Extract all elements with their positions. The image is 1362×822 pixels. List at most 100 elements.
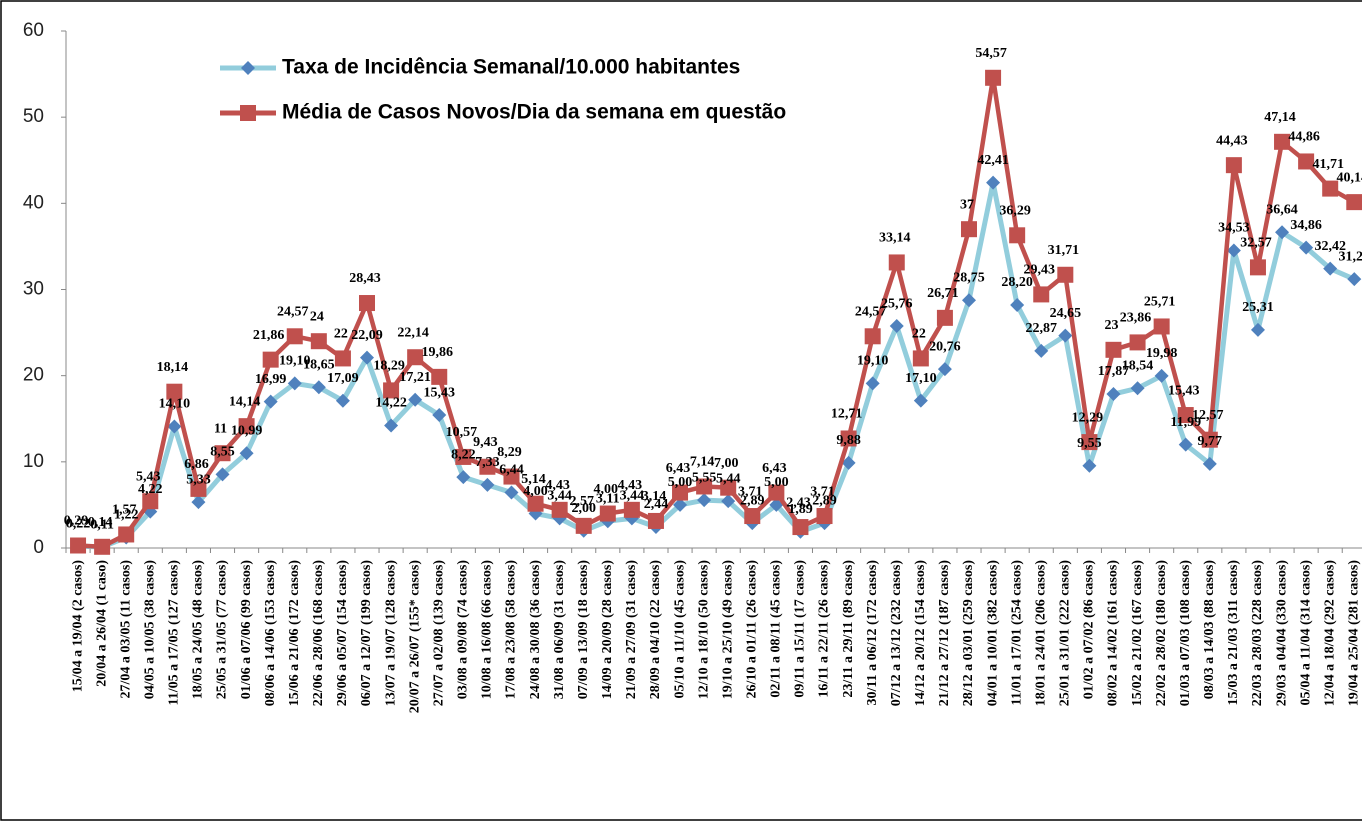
data-label: 32,42 — [1314, 239, 1346, 254]
data-label: 2,89 — [740, 493, 765, 508]
data-label: 54,57 — [975, 46, 1007, 61]
marker — [1322, 180, 1339, 197]
data-label: 34,86 — [1290, 218, 1322, 233]
data-label: 4,43 — [545, 478, 570, 493]
data-label: 3,44 — [547, 489, 572, 504]
data-label: 11,99 — [1170, 415, 1201, 430]
x-tick-label: 28/09 a 04/10 (22 casos) — [648, 560, 663, 700]
data-label: 14,10 — [159, 397, 191, 412]
data-label: 11 — [214, 421, 227, 436]
data-label: 3,44 — [620, 489, 645, 504]
data-label: 14,14 — [229, 394, 261, 409]
data-label: 17,09 — [327, 371, 359, 386]
data-label: 2,44 — [644, 497, 669, 512]
marker — [262, 351, 279, 368]
marker — [431, 368, 448, 385]
data-label: 34,53 — [1218, 221, 1250, 236]
marker — [647, 512, 664, 529]
marker — [263, 394, 278, 409]
data-label: 2,43 — [786, 495, 811, 510]
marker — [142, 493, 159, 510]
marker — [864, 328, 881, 345]
series — [71, 175, 1362, 555]
marker — [456, 470, 471, 485]
data-label: 9,55 — [1077, 436, 1102, 451]
y-tick-label: 50 — [23, 106, 44, 127]
data-label: 25,76 — [881, 296, 913, 311]
marker — [985, 69, 1002, 86]
marker — [1226, 243, 1241, 258]
data-label: 17,87 — [1098, 364, 1130, 379]
marker — [1033, 286, 1050, 303]
x-tick-label: 13/07 a 19/07 (128 casos) — [383, 560, 398, 707]
data-label: 0,29 — [64, 514, 89, 529]
marker — [383, 382, 400, 399]
marker — [792, 519, 809, 536]
data-label: 32,57 — [1240, 236, 1272, 251]
marker — [527, 495, 544, 512]
marker — [673, 497, 688, 512]
x-tick-label: 17/08 a 23/08 (58 casos) — [504, 560, 519, 700]
x-tick-label: 07/12 a 13/12 (232 casos) — [889, 560, 904, 707]
data-label: 16,99 — [255, 372, 287, 387]
data-label: 15,43 — [1168, 383, 1200, 398]
data-label: 12,57 — [1192, 408, 1224, 423]
marker — [310, 333, 327, 350]
marker — [768, 484, 785, 501]
x-tick-label: 23/11 a 29/11 (89 casos) — [841, 560, 856, 698]
marker — [335, 393, 350, 408]
data-label: 3,11 — [596, 491, 620, 506]
data-label: 5,14 — [521, 472, 546, 487]
marker — [889, 319, 904, 334]
data-label: 31,71 — [1048, 243, 1080, 258]
x-tick-label: 31/08 a 06/09 (31 casos) — [552, 560, 567, 700]
data-label: 28,43 — [349, 271, 381, 286]
x-tick-label: 20/04 a 26/04 (1 caso) — [94, 560, 109, 687]
x-tick-label: 11/01 a 17/01 (254 casos) — [1009, 560, 1024, 706]
marker — [360, 350, 374, 365]
data-label: 44,43 — [1216, 133, 1248, 148]
data-label: 3,71 — [810, 484, 835, 499]
marker — [1106, 387, 1121, 402]
data-label: 2,00 — [571, 501, 596, 516]
marker — [118, 526, 135, 543]
marker — [214, 445, 231, 462]
marker — [816, 508, 833, 525]
marker — [432, 408, 447, 423]
x-tick-label: 18/01 a 24/01 (206 casos) — [1033, 560, 1048, 707]
y-tick-label: 60 — [23, 20, 44, 41]
data-label: 9,77 — [1198, 434, 1223, 449]
marker — [359, 295, 375, 312]
data-label: 5,33 — [186, 472, 211, 487]
data-label: 18,29 — [373, 359, 405, 374]
data-label: 5,55 — [692, 470, 717, 485]
data-label: 41,71 — [1312, 157, 1344, 172]
y-tick-label: 40 — [23, 192, 44, 213]
marker — [744, 508, 761, 525]
x-tick-label: 18/05 a 24/05 (48 casos) — [191, 560, 206, 700]
x-tick-label: 24/08 a 30/08 (36 casos) — [528, 560, 543, 700]
data-label: 37 — [960, 197, 974, 212]
data-label: 4,00 — [523, 484, 548, 499]
data-label: 24 — [310, 309, 324, 324]
data-label: 1,89 — [788, 502, 813, 517]
data-label: 19,10 — [857, 354, 889, 369]
x-tick-label: 15/02 a 21/02 (167 casos) — [1130, 560, 1145, 707]
x-tick-label: 06/07 a 12/07 (199 casos) — [359, 560, 374, 707]
marker — [1010, 298, 1025, 313]
marker — [1057, 266, 1074, 283]
x-tick-label: 05/10 a 11/10 (45 casos) — [672, 560, 687, 699]
data-label: 3,71 — [738, 484, 763, 499]
marker — [961, 221, 977, 238]
data-label: 36,29 — [999, 204, 1031, 219]
marker — [166, 383, 183, 400]
marker — [479, 458, 496, 475]
marker — [841, 455, 856, 470]
marker — [551, 501, 568, 518]
data-label: 22 — [334, 327, 348, 342]
marker — [1249, 259, 1266, 276]
marker — [408, 392, 423, 407]
data-label: 7,14 — [690, 455, 715, 470]
legend-label: Taxa de Incidência Semanal/10.000 habita… — [282, 56, 740, 79]
